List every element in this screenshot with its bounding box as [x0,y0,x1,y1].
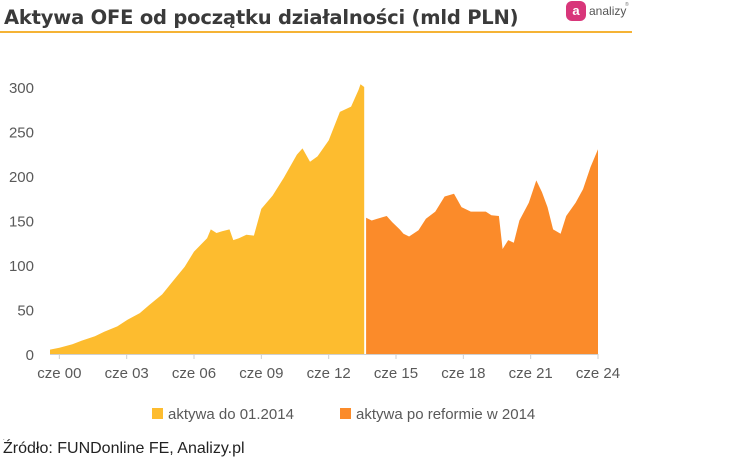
title-underline [0,31,632,33]
x-tick-label: cze 09 [239,365,283,382]
analizy-trademark: ® [625,2,629,8]
area-series-2 [366,149,598,354]
chart-title: Aktywa OFE od początku działalności (mld… [4,6,519,29]
legend-label: aktywa do 01.2014 [168,406,294,423]
stray-mark: . [3,436,5,442]
analizy-badge-icon: a [566,1,586,21]
y-tick-label: 150 [9,214,34,231]
y-tick-label: 50 [17,303,34,320]
x-tick-label: cze 21 [509,365,553,382]
x-tick-label: cze 12 [307,365,351,382]
x-tick-label: cze 00 [37,365,81,382]
y-tick-label: 0 [26,347,34,364]
area-chart: 0 50 100 150 200 250 300 cze 00 cze 03 cze 06 cze … [9,80,620,423]
x-tick-label: cze 18 [441,365,485,382]
legend-swatch [340,408,351,419]
source-note: Źródło: FUNDonline FE, Analizy.pl [3,440,245,457]
area-series-1 [50,84,365,355]
legend-label: aktywa po reformie w 2014 [356,406,535,423]
x-tick-label: cze 24 [576,365,620,382]
y-tick-label: 250 [9,125,34,142]
x-tick-label: cze 03 [105,365,149,382]
analizy-logo-text: analizy [589,4,627,18]
x-tick-label: cze 06 [172,365,216,382]
y-tick-label: 200 [9,169,34,186]
x-tick-label: cze 15 [374,365,418,382]
y-tick-label: 100 [9,258,34,275]
y-tick-label: 300 [9,80,34,97]
legend-swatch [152,408,163,419]
